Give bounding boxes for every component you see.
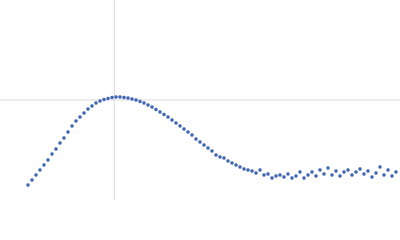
point <box>134 98 138 102</box>
point <box>246 168 250 172</box>
point <box>290 176 294 180</box>
point <box>294 174 298 178</box>
point <box>286 172 290 176</box>
page: (() => { const data = JSON.parse(documen… <box>0 0 400 200</box>
point <box>34 173 38 177</box>
point <box>254 171 258 175</box>
point <box>378 165 382 169</box>
point <box>166 115 170 119</box>
point <box>354 170 358 174</box>
point <box>114 95 118 99</box>
point <box>118 95 122 99</box>
point <box>282 175 286 179</box>
point <box>202 143 206 147</box>
point <box>394 170 398 174</box>
point <box>362 172 366 176</box>
point <box>130 97 134 101</box>
point <box>78 115 82 119</box>
point <box>270 176 274 180</box>
point <box>174 121 178 125</box>
point <box>218 155 222 159</box>
point <box>190 133 194 137</box>
point <box>94 101 98 105</box>
point <box>226 159 230 163</box>
point <box>122 95 126 100</box>
point <box>318 168 322 172</box>
point <box>230 161 234 165</box>
point <box>90 104 94 108</box>
point <box>66 130 70 134</box>
point <box>46 158 50 162</box>
point <box>326 166 330 170</box>
point <box>370 175 374 179</box>
point <box>182 127 186 131</box>
point <box>50 152 54 156</box>
point <box>58 141 62 145</box>
point <box>102 97 106 102</box>
point <box>142 101 146 105</box>
point <box>54 147 58 151</box>
point <box>194 137 198 141</box>
point <box>390 174 394 178</box>
point <box>178 124 182 128</box>
point <box>42 163 46 167</box>
point <box>330 173 334 177</box>
point <box>386 168 390 172</box>
point <box>310 170 314 174</box>
point <box>342 170 346 174</box>
point <box>146 103 150 107</box>
point <box>266 172 270 176</box>
point <box>366 169 370 173</box>
point <box>382 173 386 177</box>
point <box>82 111 86 115</box>
point <box>350 173 354 177</box>
point <box>298 170 302 174</box>
point <box>278 173 282 177</box>
point <box>30 178 34 182</box>
point <box>250 169 254 173</box>
point <box>234 163 238 167</box>
point <box>150 105 154 109</box>
point <box>210 149 214 153</box>
point <box>74 119 78 123</box>
point <box>86 107 90 111</box>
point <box>138 99 142 104</box>
point <box>302 176 306 180</box>
point <box>346 168 350 172</box>
point <box>110 95 114 100</box>
point <box>198 140 202 144</box>
point <box>306 173 310 177</box>
point <box>206 146 210 150</box>
point <box>214 153 218 157</box>
point <box>154 107 158 112</box>
point <box>126 96 130 100</box>
point <box>338 174 342 178</box>
point <box>242 167 246 171</box>
point <box>38 168 42 172</box>
point <box>262 173 266 177</box>
point <box>222 156 226 160</box>
point <box>274 174 278 178</box>
point <box>106 96 110 101</box>
point <box>322 172 326 176</box>
point <box>26 183 30 187</box>
point <box>358 167 362 171</box>
point <box>374 171 378 175</box>
point <box>170 118 174 122</box>
point <box>158 110 162 114</box>
chart <box>0 0 400 200</box>
point <box>62 136 66 140</box>
point <box>162 112 166 117</box>
point <box>238 165 242 169</box>
point <box>314 174 318 178</box>
point <box>70 124 74 128</box>
point <box>334 169 338 173</box>
point <box>98 99 102 103</box>
point <box>258 168 262 172</box>
point <box>186 130 190 134</box>
